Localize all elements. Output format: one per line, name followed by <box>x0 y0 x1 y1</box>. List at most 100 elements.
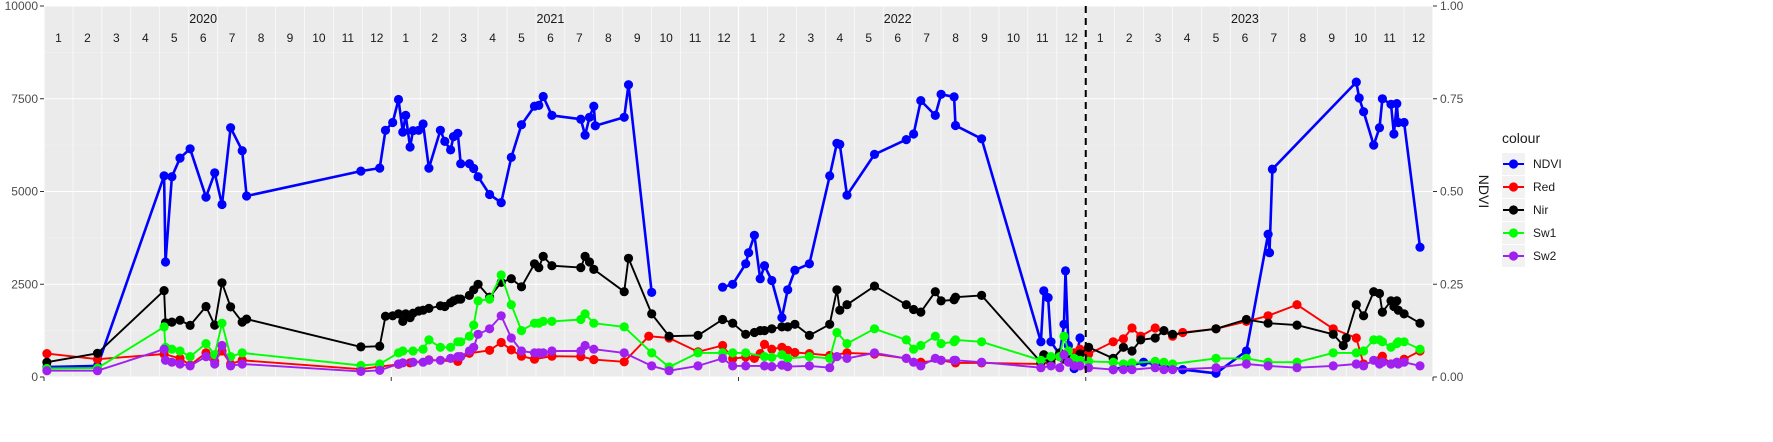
data-point-sw2 <box>1036 363 1046 373</box>
legend-key-point <box>1508 182 1519 192</box>
data-point-nir <box>1118 342 1128 352</box>
data-point-sw2 <box>408 357 418 367</box>
data-point-sw1 <box>580 309 590 319</box>
legend-key-point <box>1508 205 1519 215</box>
data-point-sw1 <box>842 339 852 349</box>
legend-item-sw1: Sw1 <box>1502 222 1557 244</box>
data-point-red <box>496 337 506 348</box>
data-point-red <box>1150 323 1160 333</box>
y-tick-label: 7500 <box>11 92 38 106</box>
data-point-sw2 <box>167 357 177 367</box>
data-point-nir <box>424 303 434 313</box>
data-point-ndvi <box>405 142 415 152</box>
data-point-sw1 <box>1046 352 1056 362</box>
data-point-sw1 <box>1328 348 1338 358</box>
month-label: 1 <box>1097 31 1104 45</box>
data-point-sw2 <box>901 353 911 363</box>
series-layer <box>42 77 1425 378</box>
data-point-sw2 <box>759 361 770 371</box>
data-point-ndvi <box>185 144 195 154</box>
data-point-nir <box>380 311 391 321</box>
data-point-sw2 <box>1399 357 1409 367</box>
data-point-nir <box>92 348 103 358</box>
data-point-sw2 <box>356 366 366 376</box>
data-point-nir <box>930 287 940 297</box>
data-point-sw1 <box>538 316 548 326</box>
data-point-ndvi <box>356 166 366 176</box>
year-label: 2021 <box>537 12 565 26</box>
data-point-nir <box>1168 329 1178 339</box>
data-point-ndvi <box>167 172 177 182</box>
data-point-nir <box>1359 311 1369 321</box>
data-point-ndvi <box>160 257 171 267</box>
data-point-nir <box>1136 335 1146 345</box>
data-point-sw2 <box>589 344 599 354</box>
month-label: 3 <box>808 31 815 45</box>
data-point-sw2 <box>728 361 738 371</box>
data-point-sw1 <box>728 348 738 358</box>
data-point-ndvi <box>469 163 479 174</box>
month-label: 10 <box>659 31 673 45</box>
legend-label: Sw1 <box>1533 226 1557 240</box>
data-point-nir <box>589 264 599 274</box>
data-point-sw2 <box>1159 365 1169 375</box>
month-label: 11 <box>689 31 702 45</box>
data-point-nir <box>1338 340 1348 351</box>
year-label: 2022 <box>884 12 912 26</box>
data-point-sw1 <box>185 352 195 362</box>
data-point-red <box>1263 311 1273 321</box>
data-point-sw2 <box>1055 363 1065 373</box>
data-point-sw1 <box>930 331 940 341</box>
data-point-sw1 <box>435 342 445 352</box>
data-point-sw2 <box>1075 361 1085 371</box>
data-point-nir <box>1341 333 1351 343</box>
data-point-ndvi <box>930 110 940 120</box>
data-point-sw1 <box>1351 348 1361 358</box>
data-point-sw2 <box>936 355 946 365</box>
data-point-sw2 <box>435 355 445 365</box>
data-point-ndvi <box>1399 117 1409 128</box>
data-point-ndvi <box>949 92 959 102</box>
month-label: 10 <box>1007 31 1021 45</box>
data-point-ndvi <box>728 279 738 289</box>
data-point-nir <box>584 257 595 267</box>
legend-label: Sw2 <box>1533 249 1557 263</box>
data-point-ndvi <box>950 120 961 131</box>
data-point-ndvi <box>516 120 527 130</box>
data-point-sw2 <box>496 311 506 321</box>
data-point-nir <box>741 329 751 339</box>
legend-key-point <box>1508 159 1519 169</box>
data-point-ndvi <box>1392 99 1402 109</box>
legend-key-point <box>1508 228 1519 238</box>
data-point-red <box>1292 300 1302 310</box>
data-point-sw1 <box>473 296 483 306</box>
data-point-red <box>790 347 800 358</box>
data-point-sw2 <box>869 348 880 358</box>
data-point-nir <box>832 285 842 295</box>
data-point-ndvi <box>783 285 793 295</box>
data-point-nir <box>936 296 946 306</box>
data-point-sw1 <box>647 348 657 358</box>
data-point-sw2 <box>950 355 961 365</box>
data-point-red <box>1118 334 1128 344</box>
data-point-ndvi <box>936 89 946 99</box>
data-point-sw1 <box>167 344 177 354</box>
data-point-sw2 <box>456 352 466 362</box>
data-point-ndvi <box>159 171 169 181</box>
data-point-sw1 <box>506 300 516 310</box>
data-point-nir <box>217 278 227 288</box>
month-label: 2 <box>779 31 786 45</box>
data-point-sw1 <box>1211 353 1221 363</box>
data-point-sw1 <box>217 318 227 328</box>
data-point-red <box>506 345 516 355</box>
data-point-nir <box>1328 329 1338 339</box>
data-point-nir <box>767 324 777 334</box>
month-label: 4 <box>1184 31 1191 45</box>
data-point-sw2 <box>1415 361 1425 371</box>
data-point-ndvi <box>1374 123 1385 133</box>
data-point-ndvi <box>210 168 220 178</box>
month-label: 4 <box>836 31 843 45</box>
data-point-sw2 <box>424 355 434 365</box>
data-point-nir <box>1127 346 1137 356</box>
data-point-sw1 <box>832 327 842 338</box>
